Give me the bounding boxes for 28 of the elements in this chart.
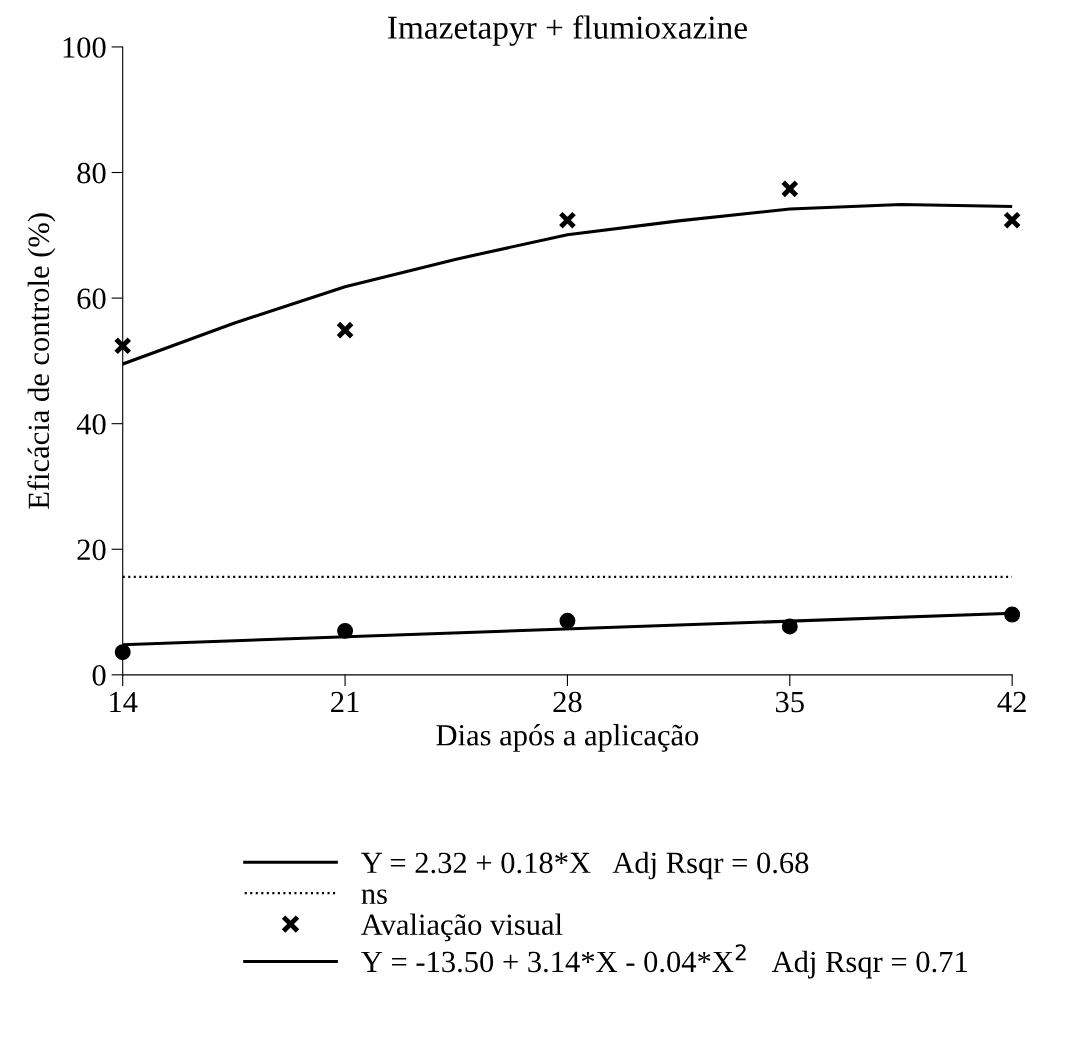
text: Y = -13.50 + 3.14*X - 0.04*X$^{2}$ Adj Rsqr = 0.71 <box>361 944 967 979</box>
point <box>113 336 132 355</box>
y-tick-label: 60 <box>77 288 106 309</box>
x-tick-label: 21 <box>331 691 359 712</box>
x-tick-label: 35 <box>775 691 804 713</box>
point <box>780 179 799 198</box>
y-tick-label: 80 <box>77 162 106 184</box>
x-tick-label: 14 <box>110 691 138 712</box>
legend-label: ns <box>361 889 387 905</box>
y-tick-label: 100 <box>63 37 106 58</box>
x-axis-title: Dias após a aplicação <box>436 724 699 752</box>
x-tick-label: 42 <box>997 691 1026 712</box>
x-tick-label: 28 <box>553 691 582 713</box>
legend-label: Avaliação visual <box>361 913 563 942</box>
point <box>781 618 798 635</box>
y-tick-label: 40 <box>76 413 106 435</box>
legend-label: Y = 2.32 + 0.18*X Adj Rsqr = 0.68 <box>361 851 809 880</box>
y-tick-label: 20 <box>77 539 106 561</box>
y-tick-label: 0 <box>92 665 106 686</box>
point <box>1003 211 1022 230</box>
point <box>559 612 576 629</box>
chart-title: Imazetapyr + flumioxazine <box>388 15 747 46</box>
point <box>337 622 354 639</box>
point <box>336 321 355 340</box>
point <box>114 644 131 661</box>
point <box>1004 606 1021 623</box>
point <box>558 211 577 230</box>
y-axis-title: Eficácia de controle (%) <box>27 213 56 509</box>
